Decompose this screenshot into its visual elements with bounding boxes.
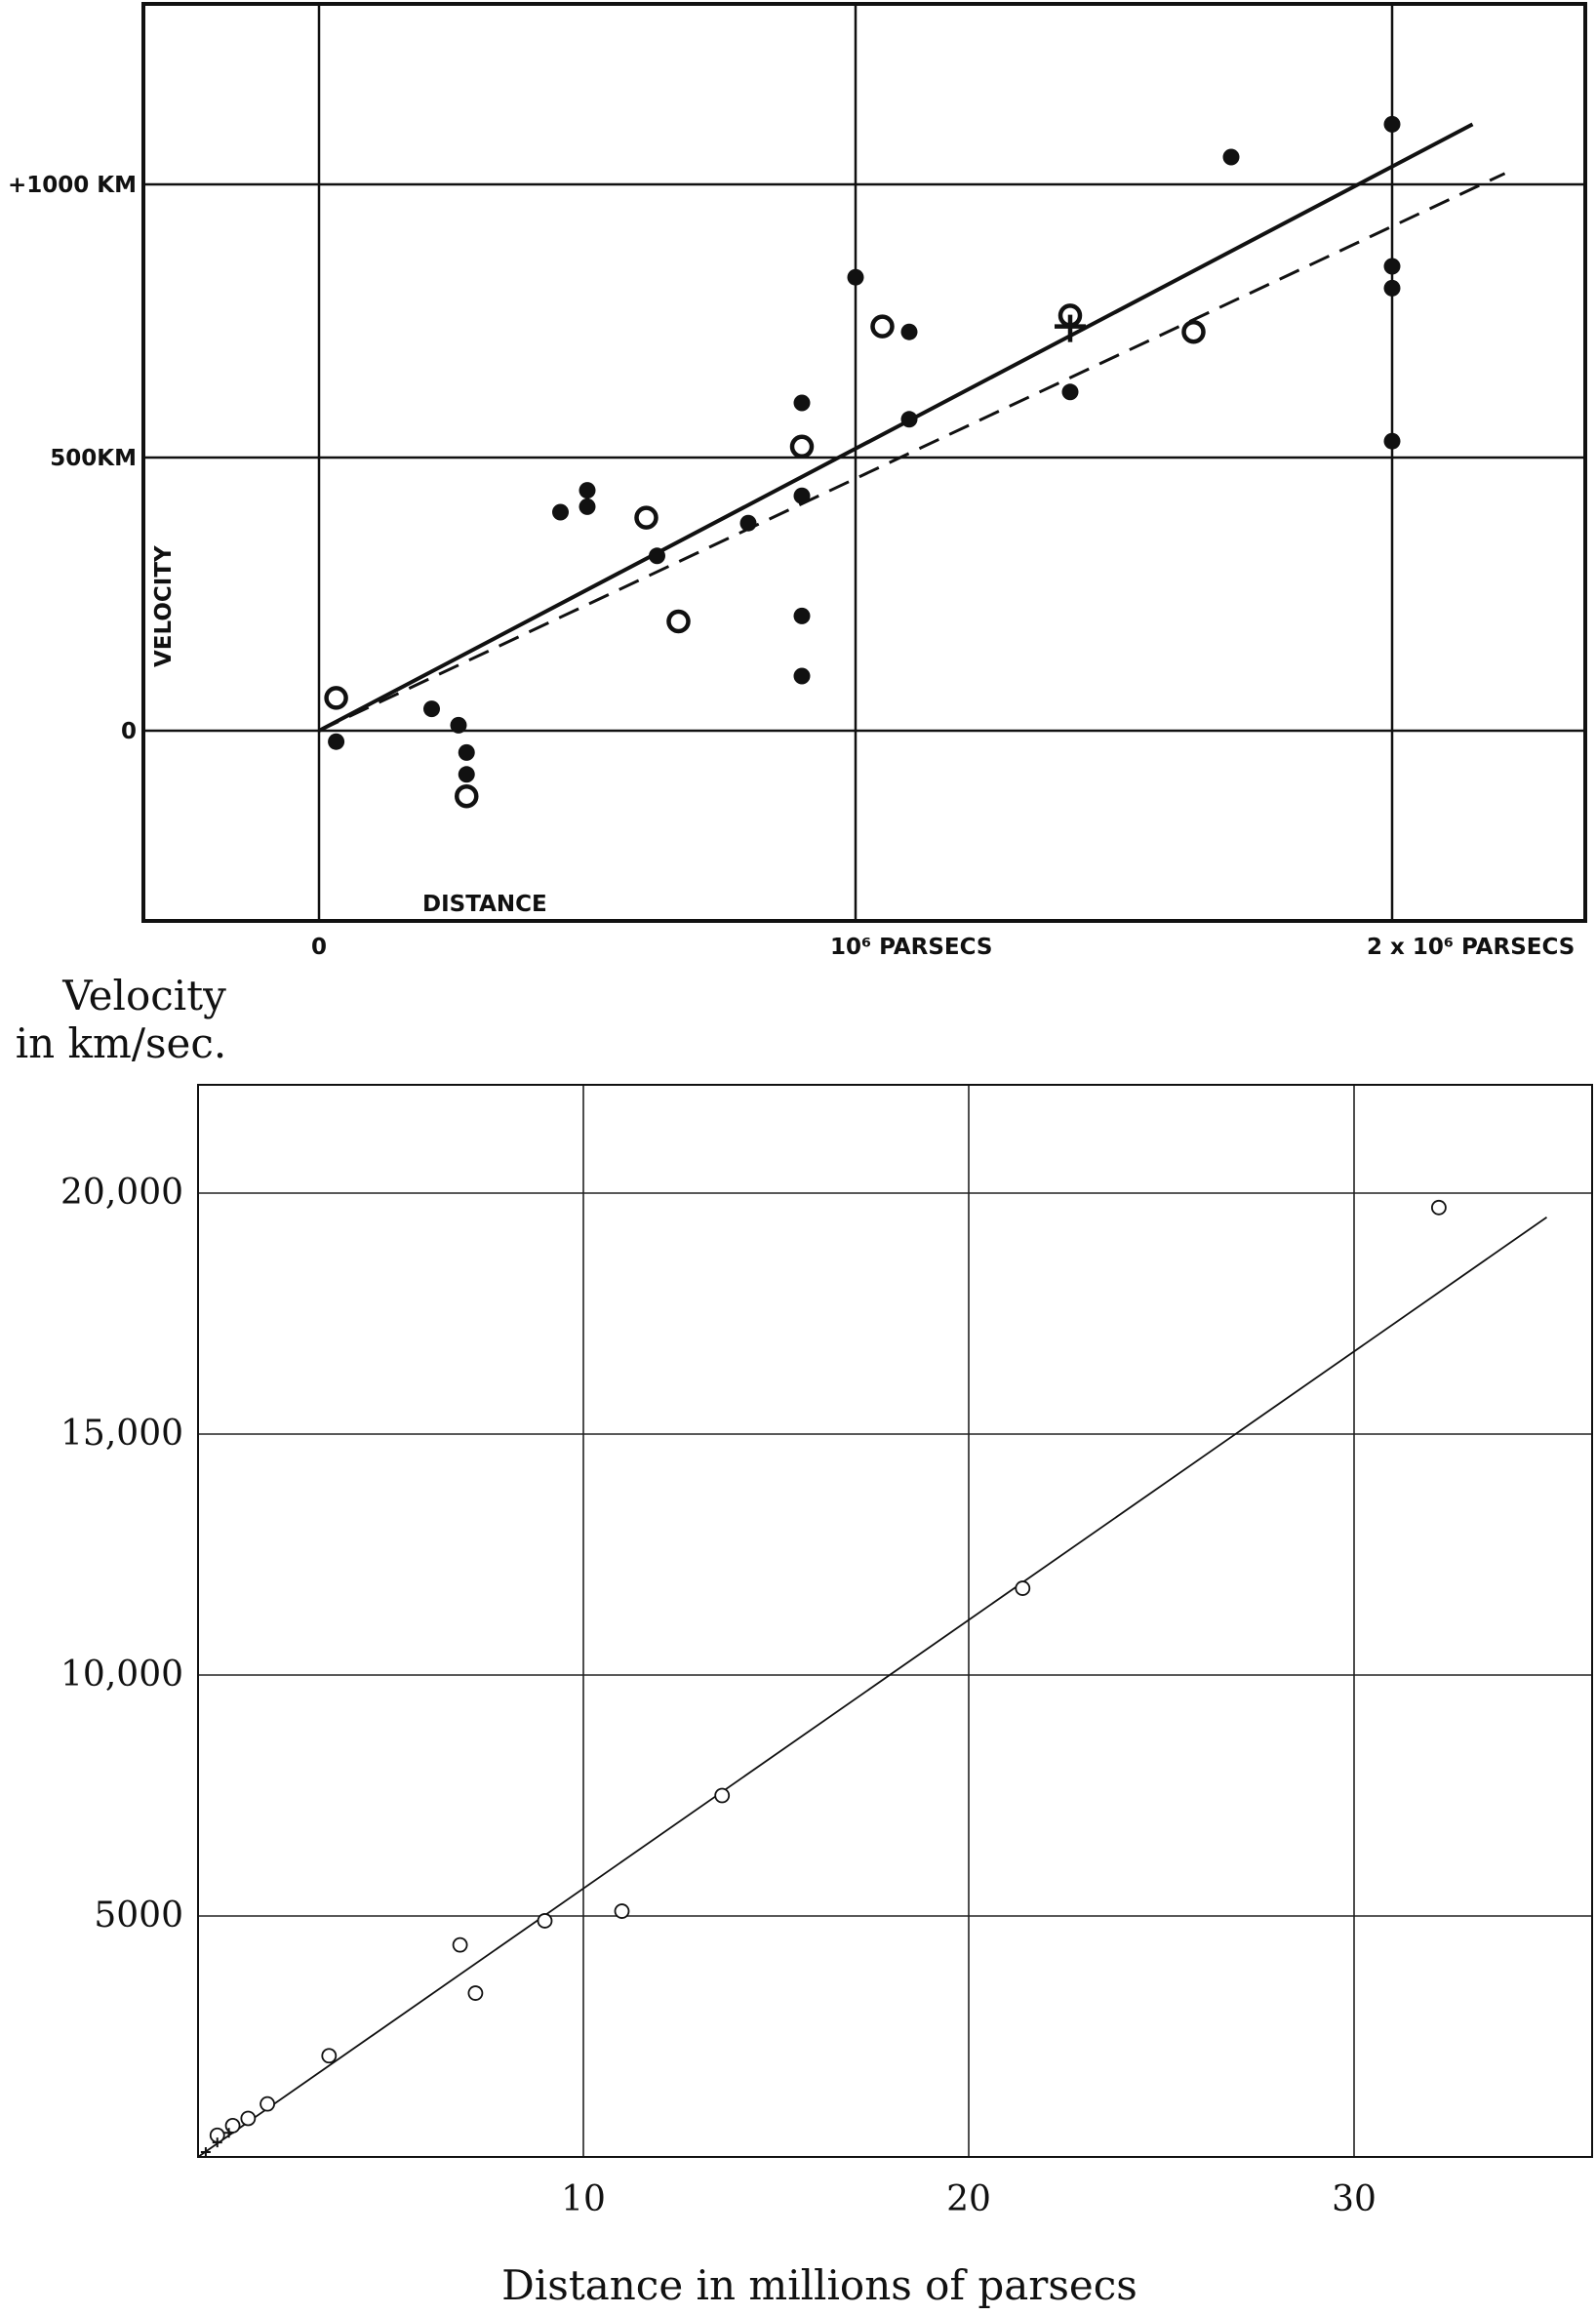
bottom-y-tick-label: 15,000 bbox=[60, 1414, 183, 1454]
bottom-x-tick-label: 20 bbox=[946, 2179, 991, 2219]
top-y-tick-labels: 0 500KM +1000 KM bbox=[8, 173, 137, 744]
bottom-data-point-open bbox=[321, 2048, 338, 2064]
top-grid bbox=[143, 4, 1585, 921]
bottom-x-tick-label: 30 bbox=[1332, 2179, 1377, 2219]
top-fit-lines bbox=[318, 122, 1506, 733]
top-x-tick-label: 0 bbox=[311, 935, 327, 960]
top-data-point-filled bbox=[900, 323, 918, 340]
top-data-point-filled bbox=[1383, 432, 1401, 450]
top-fit-line-dashed bbox=[318, 172, 1506, 733]
top-data-point-open bbox=[870, 314, 895, 339]
top-data-point-filled bbox=[1383, 258, 1401, 275]
top-data-point-filled bbox=[739, 514, 757, 532]
bottom-y-tick-label: 10,000 bbox=[60, 1655, 183, 1695]
top-y-axis-label: VELOCITY bbox=[151, 545, 177, 667]
top-data-point-filled bbox=[423, 700, 440, 718]
bottom-data-points bbox=[200, 1199, 1447, 2158]
top-data-point-filled bbox=[579, 482, 596, 499]
top-data-point-filled bbox=[900, 411, 918, 428]
top-data-point-filled bbox=[1061, 383, 1079, 401]
top-x-axis-label: DISTANCE bbox=[422, 892, 547, 917]
bottom-data-point-open bbox=[259, 2095, 276, 2112]
bottom-data-point-open bbox=[614, 1903, 630, 1919]
top-data-point-filled bbox=[1383, 279, 1401, 297]
bottom-y-axis-label-line1: Velocity bbox=[61, 972, 226, 1019]
top-data-point-filled bbox=[793, 394, 811, 412]
top-x-tick-labels: 0 10⁶ PARSECS 2 x 10⁶ PARSECS bbox=[311, 935, 1575, 960]
bottom-y-tick-label: 5000 bbox=[94, 1896, 183, 1936]
top-data-points bbox=[324, 115, 1401, 809]
top-data-point-open bbox=[1181, 319, 1206, 344]
chart-bottom: Velocity in km/sec. 5000 10,000 15,000 20,00… bbox=[16, 972, 1593, 2309]
bottom-data-point-open bbox=[452, 1936, 468, 1953]
bottom-data-point-open bbox=[537, 1913, 553, 1929]
bottom-fit-line-solid bbox=[197, 1216, 1548, 2158]
bottom-data-point-open bbox=[467, 1985, 484, 2001]
top-data-point-cross bbox=[1055, 314, 1086, 342]
top-data-point-filled bbox=[1222, 148, 1240, 166]
top-data-point-filled bbox=[458, 743, 475, 761]
top-x-tick-label: 10⁶ PARSECS bbox=[830, 935, 993, 960]
top-x-tick-label: 2 x 10⁶ PARSECS bbox=[1367, 935, 1575, 960]
top-y-tick-label: 500KM bbox=[50, 446, 137, 471]
chart-top: 0 500KM +1000 KM 0 10⁶ PARSECS 2 x 10⁶ PARSE… bbox=[8, 2, 1587, 960]
top-data-point-filled bbox=[328, 733, 345, 750]
top-plot-frame bbox=[141, 2, 1587, 923]
bottom-grid bbox=[198, 1085, 1592, 2157]
top-data-point-filled bbox=[793, 487, 811, 504]
top-data-point-filled bbox=[847, 268, 864, 286]
top-data-point-filled bbox=[1383, 115, 1401, 133]
bottom-data-point-cross bbox=[200, 2147, 211, 2158]
bottom-fit-line bbox=[197, 1216, 1548, 2158]
bottom-data-point-cross bbox=[223, 2128, 234, 2138]
bottom-data-point-open bbox=[714, 1787, 731, 1804]
bottom-x-axis-label: Distance in millions of parsecs bbox=[501, 2261, 1137, 2309]
top-data-point-filled bbox=[793, 607, 811, 624]
bottom-y-tick-label: 20,000 bbox=[60, 1173, 183, 1213]
top-data-point-filled bbox=[579, 498, 596, 515]
top-data-point-filled bbox=[450, 716, 467, 734]
top-data-point-open bbox=[789, 434, 815, 459]
top-data-point-open bbox=[324, 686, 348, 710]
top-y-tick-label: 0 bbox=[121, 719, 137, 744]
top-y-tick-label: +1000 KM bbox=[8, 173, 137, 198]
bottom-x-tick-label: 10 bbox=[561, 2179, 606, 2219]
top-data-point-filled bbox=[458, 766, 475, 783]
bottom-data-point-cross bbox=[212, 2137, 222, 2148]
top-data-point-open bbox=[666, 609, 691, 634]
bottom-y-axis-label-line2: in km/sec. bbox=[16, 1019, 227, 1067]
top-data-point-open bbox=[455, 783, 479, 809]
bottom-data-point-open bbox=[1015, 1580, 1031, 1596]
top-fit-line-solid bbox=[318, 122, 1474, 733]
bottom-x-tick-labels: 10 20 30 bbox=[561, 2179, 1377, 2219]
bottom-y-axis-label: Velocity in km/sec. bbox=[16, 972, 227, 1067]
bottom-y-tick-labels: 5000 10,000 15,000 20,000 bbox=[60, 1173, 183, 1936]
top-data-point-open bbox=[634, 505, 658, 530]
bottom-plot-frame bbox=[197, 1084, 1593, 2158]
top-data-point-filled bbox=[793, 667, 811, 685]
top-data-point-filled bbox=[649, 547, 665, 565]
bottom-data-point-open bbox=[1431, 1199, 1447, 1216]
top-data-point-filled bbox=[552, 503, 569, 521]
bottom-data-point-open bbox=[240, 2110, 257, 2127]
